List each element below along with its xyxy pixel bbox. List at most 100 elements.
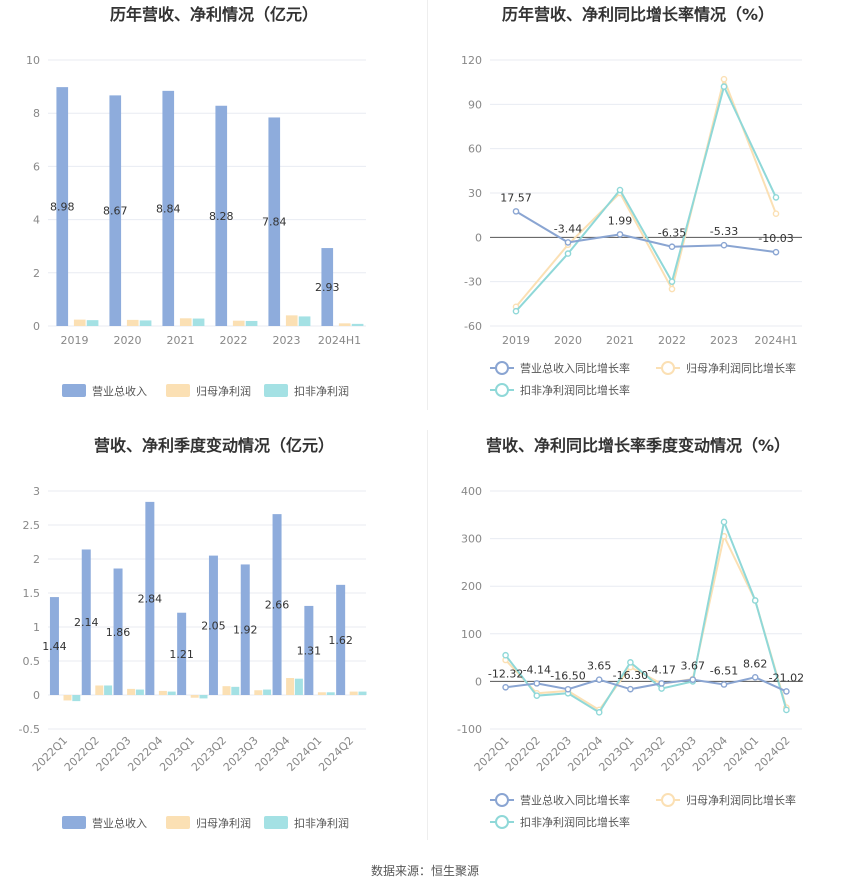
y-tick-label: 0.5 bbox=[23, 655, 41, 668]
legend-label: 营业总收入同比增长率 bbox=[520, 793, 630, 807]
annual-growth-rate-chart: 历年营收、净利同比增长率情况（%） -60 -30 0 30 60 90 120 2019 202… bbox=[428, 0, 850, 415]
series-point bbox=[533, 680, 541, 687]
bar-net-profit bbox=[126, 319, 139, 326]
bar-revenue bbox=[240, 564, 250, 695]
bar-net-profit bbox=[158, 690, 167, 695]
series-point bbox=[689, 676, 697, 683]
bar-revenue bbox=[208, 555, 218, 695]
series-point bbox=[668, 278, 676, 285]
series-point bbox=[720, 241, 728, 249]
y-tick-label: 6 bbox=[33, 160, 40, 173]
y-tick-label: -100 bbox=[457, 723, 482, 736]
x-tick-label: 2024Q2 bbox=[316, 734, 356, 774]
series-point bbox=[668, 285, 676, 293]
series-line-revenue-growth bbox=[505, 676, 787, 693]
y-tick-label: 2 bbox=[33, 267, 40, 280]
line-data-label: 3.65 bbox=[587, 660, 612, 673]
y-tick-label: 0 bbox=[33, 320, 40, 333]
series-point bbox=[772, 210, 780, 217]
panel-divider-bottom bbox=[427, 430, 428, 840]
y-tick-label: 30 bbox=[468, 187, 482, 200]
bar-revenue bbox=[113, 568, 123, 695]
line-data-label: -16.50 bbox=[550, 669, 585, 682]
bar-revenue bbox=[321, 248, 334, 326]
y-tick-label: 400 bbox=[461, 485, 482, 498]
y-tick-label: 100 bbox=[461, 628, 482, 641]
bar-net-profit bbox=[254, 690, 263, 695]
x-tick-label: 2024H1 bbox=[754, 334, 797, 347]
bar-deducted-net-profit bbox=[135, 689, 144, 695]
y-tick-label: 2.5 bbox=[23, 519, 41, 532]
bar-net-profit bbox=[222, 686, 231, 695]
line-data-label: -10.03 bbox=[758, 232, 793, 245]
legend-label: 营业总收入 bbox=[92, 816, 147, 830]
bar-data-label: 8.28 bbox=[209, 210, 234, 223]
legend-label: 扣非净利润同比增长率 bbox=[520, 383, 630, 397]
bar-data-label: 2.05 bbox=[201, 619, 226, 632]
line-data-label: -4.17 bbox=[647, 663, 675, 676]
bar-deducted-net-profit bbox=[326, 692, 335, 695]
legend-marker bbox=[495, 361, 509, 375]
bar-revenue bbox=[268, 117, 281, 327]
bar-deducted-net-profit bbox=[358, 691, 367, 695]
legend-label: 归母净利润同比增长率 bbox=[686, 361, 796, 375]
line-data-label: -21.02 bbox=[769, 671, 804, 684]
series-point bbox=[720, 83, 728, 90]
series-line-deducted-growth bbox=[515, 83, 777, 312]
bar-data-label: 2.14 bbox=[74, 616, 99, 629]
line-data-label: 8.62 bbox=[743, 657, 768, 670]
bar-deducted-net-profit bbox=[199, 695, 208, 699]
x-tick-label: 2023 bbox=[710, 334, 738, 347]
series-point bbox=[595, 676, 603, 683]
series-point bbox=[616, 231, 624, 238]
bar-net-profit bbox=[179, 318, 192, 326]
y-tick-label: 8 bbox=[33, 107, 40, 120]
legend-swatch bbox=[62, 816, 86, 829]
series-point bbox=[720, 518, 728, 526]
chart-title: 历年营收、净利同比增长率情况（%） bbox=[502, 5, 774, 24]
bar-deducted-net-profit bbox=[294, 678, 303, 695]
line-data-label: -3.44 bbox=[554, 222, 582, 235]
line-data-label: -16.30 bbox=[613, 669, 648, 682]
x-tick-label: 2019 bbox=[502, 334, 530, 347]
line-data-label: -4.14 bbox=[523, 663, 551, 676]
series-point bbox=[751, 597, 759, 604]
y-tick-label: 0 bbox=[33, 689, 40, 702]
y-tick-label: 0 bbox=[475, 231, 482, 244]
x-tick-label: 2024Q2 bbox=[752, 734, 792, 774]
bar-net-profit bbox=[232, 320, 245, 326]
bar-revenue bbox=[215, 105, 228, 326]
series-point bbox=[783, 706, 790, 714]
bar-revenue bbox=[177, 612, 187, 695]
series-point bbox=[627, 685, 634, 693]
legend-label: 扣非净利润同比增长率 bbox=[520, 815, 630, 829]
annual-revenue-profit-chart: 历年营收、净利情况（亿元） 0 2 4 6 8 10 2019 2020 2021 2022 2023… bbox=[0, 0, 427, 415]
series-point bbox=[502, 651, 509, 659]
line-data-label: -5.33 bbox=[710, 225, 738, 238]
line-data-label: -6.35 bbox=[658, 227, 686, 240]
series-point bbox=[627, 659, 634, 666]
bar-revenue bbox=[109, 95, 122, 327]
series-point bbox=[668, 243, 676, 251]
bar-revenue bbox=[145, 501, 155, 695]
bar-data-label: 1.31 bbox=[297, 644, 322, 657]
legend-marker bbox=[661, 361, 675, 375]
bar-data-label: 2.93 bbox=[315, 281, 340, 294]
series-line-revenue-growth bbox=[515, 210, 777, 254]
bar-data-label: 8.67 bbox=[103, 205, 128, 218]
bar-net-profit bbox=[63, 695, 72, 701]
bar-deducted-net-profit bbox=[351, 323, 364, 326]
legend-label: 归母净利润同比增长率 bbox=[686, 793, 796, 807]
y-tick-label: 300 bbox=[461, 533, 482, 546]
bar-deducted-net-profit bbox=[86, 320, 99, 326]
data-source-note: 数据来源：恒生聚源 bbox=[370, 864, 479, 878]
legend-swatch bbox=[62, 384, 86, 397]
y-tick-label: 10 bbox=[26, 54, 40, 67]
x-tick-label: 2024H1 bbox=[318, 334, 361, 347]
y-tick-label: 120 bbox=[461, 54, 482, 67]
line-data-label: 17.57 bbox=[500, 191, 532, 204]
bar-data-label: 8.98 bbox=[50, 201, 75, 214]
legend-swatch bbox=[264, 384, 288, 397]
series-point bbox=[720, 681, 728, 688]
y-tick-label: 2 bbox=[33, 553, 40, 566]
